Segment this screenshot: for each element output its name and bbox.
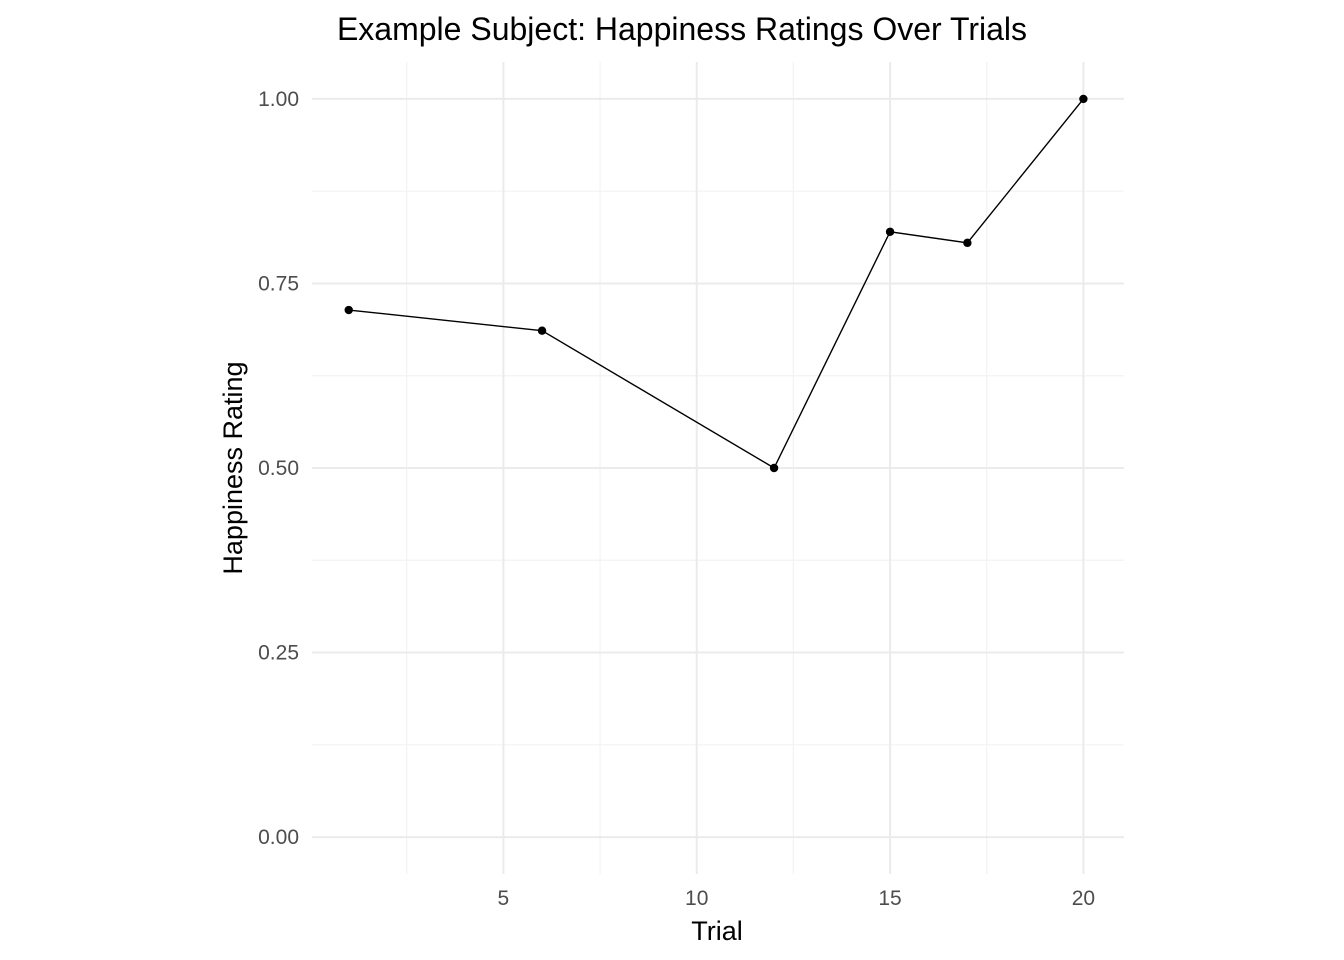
- data-points: [344, 94, 1088, 473]
- x-axis-title: Trial: [691, 916, 743, 946]
- y-tick-label: 0.50: [258, 457, 299, 480]
- chart-title: Example Subject: Happiness Ratings Over …: [337, 11, 1027, 47]
- data-point: [769, 463, 779, 473]
- x-tick-label: 15: [878, 887, 901, 910]
- data-point: [885, 227, 895, 236]
- y-tick-label: 0.75: [258, 272, 299, 295]
- x-tick-label: 10: [685, 887, 708, 910]
- y-tick-label: 0.00: [258, 826, 299, 849]
- minor-gridlines-y: [312, 190, 1124, 746]
- data-point: [537, 326, 547, 335]
- y-axis-title: Happiness Rating: [218, 361, 248, 574]
- y-tick-label: 0.25: [258, 642, 299, 665]
- data-point: [344, 305, 353, 315]
- series-line: [348, 98, 1084, 469]
- x-tick-label: 20: [1072, 887, 1095, 910]
- y-tick-label: 1.00: [258, 88, 299, 111]
- data-point: [1079, 94, 1088, 104]
- y-axis-tick-labels: 0.00 0.25 0.50 0.75 1.00: [258, 88, 299, 849]
- major-gridlines-y: [312, 97, 1124, 839]
- major-gridlines-x: [502, 62, 1085, 874]
- x-axis-tick-labels: 5 10 15 20: [498, 887, 1096, 910]
- data-point: [963, 238, 972, 248]
- x-tick-label: 5: [498, 887, 510, 910]
- series-line-layer: [348, 98, 1084, 469]
